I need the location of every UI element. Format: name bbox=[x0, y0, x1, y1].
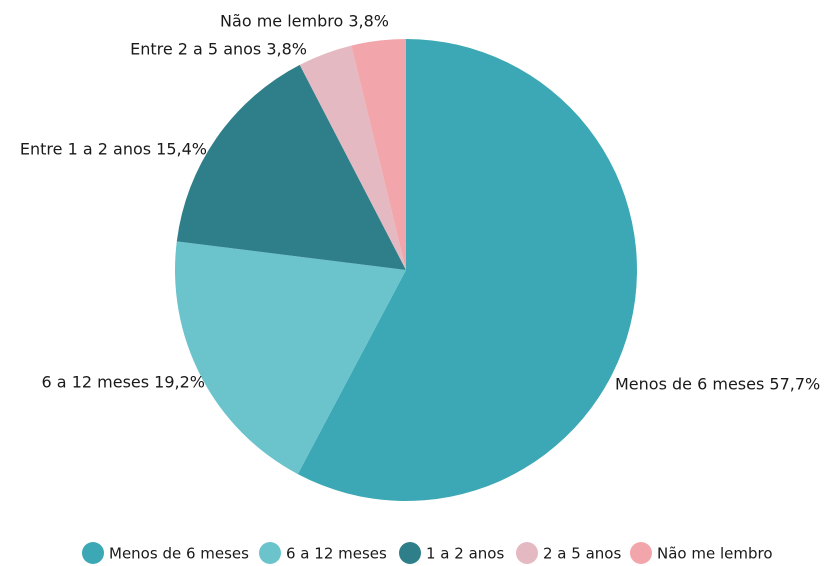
pie-slice bbox=[351, 39, 406, 270]
legend-label: 6 a 12 meses bbox=[286, 545, 387, 563]
legend-label: 1 a 2 anos bbox=[426, 545, 504, 563]
legend-marker bbox=[82, 542, 104, 564]
pie-slice bbox=[297, 39, 638, 501]
legend-label: Não me lembro bbox=[657, 545, 773, 563]
slice-label: 6 a 12 meses 19,2% bbox=[42, 373, 205, 392]
slice-label: Entre 2 a 5 anos 3,8% bbox=[130, 40, 307, 59]
legend-marker bbox=[399, 542, 421, 564]
slice-label: Não me lembro 3,8% bbox=[220, 12, 389, 31]
legend-label: 2 a 5 anos bbox=[543, 545, 621, 563]
slice-label: Menos de 6 meses 57,7% bbox=[615, 375, 820, 394]
pie-slice bbox=[176, 64, 406, 270]
pie-slice bbox=[299, 45, 406, 270]
legend-label: Menos de 6 meses bbox=[109, 545, 249, 563]
slice-label: Entre 1 a 2 anos 15,4% bbox=[20, 140, 207, 159]
legend-marker bbox=[259, 542, 281, 564]
pie-slice bbox=[175, 241, 406, 475]
legend-marker bbox=[516, 542, 538, 564]
legend-marker bbox=[630, 542, 652, 564]
